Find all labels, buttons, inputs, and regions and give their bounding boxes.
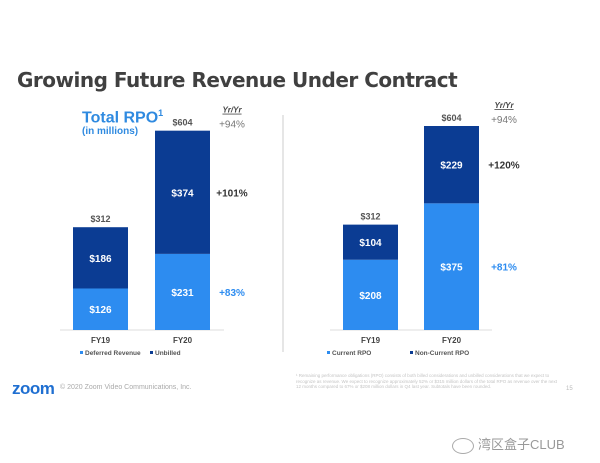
total-rpo-heading: Total RPO1 <box>82 108 163 127</box>
legend-swatch <box>327 351 330 354</box>
data-label: $126 <box>89 305 112 316</box>
heading-text: Total RPO <box>82 109 159 127</box>
bar-deferred-revenue-FY20 <box>155 253 210 330</box>
data-label: $208 <box>359 291 382 302</box>
yoy-header: Yr/Yr <box>222 106 242 115</box>
yoy-total: +94% <box>219 120 245 131</box>
data-label: $104 <box>359 238 382 249</box>
bar-current-rpo-FY20 <box>424 203 479 330</box>
legend-label: Unbilled <box>155 350 181 357</box>
copyright: © 2020 Zoom Video Communications, Inc. <box>60 384 192 391</box>
yoy-non-current-rpo: +120% <box>488 161 520 172</box>
watermark: 湾区盒子CLUB <box>452 434 565 454</box>
x-tick-label: FY20 <box>173 336 193 345</box>
legend-swatch <box>410 351 413 354</box>
units-label: (in millions) <box>82 126 139 137</box>
legend-swatch <box>150 351 153 354</box>
legend-swatch <box>80 351 83 354</box>
bar-non-current-rpo-FY20 <box>424 126 479 204</box>
legend-label: Non-Current RPO <box>415 350 469 357</box>
slide-title: Growing Future Revenue Under Contract <box>17 68 458 92</box>
bar-current-rpo-FY19 <box>343 259 398 330</box>
zoom-logo: zoom <box>12 379 55 398</box>
total-label: $604 <box>172 118 192 128</box>
bar-non-current-rpo-FY19 <box>343 224 398 260</box>
watermark-text: 湾区盒子CLUB <box>478 437 565 452</box>
footnote: ¹ Remaining performance obligations (RPO… <box>296 373 558 389</box>
yoy-deferred-revenue: +83% <box>219 288 245 299</box>
legend-label: Current RPO <box>332 350 371 357</box>
yoy-total: +94% <box>491 115 517 126</box>
bar-deferred-revenue-FY19 <box>73 288 128 330</box>
yoy-header: Yr/Yr <box>494 101 514 110</box>
total-label: $312 <box>90 214 110 224</box>
x-tick-label: FY19 <box>361 336 381 345</box>
page-number: 15 <box>566 386 573 392</box>
wechat-icon <box>452 437 474 454</box>
x-tick-label: FY19 <box>91 336 111 345</box>
legend-label: Deferred Revenue <box>85 350 141 357</box>
total-label: $312 <box>360 212 380 222</box>
yoy-current-rpo: +81% <box>491 263 517 274</box>
total-label: $604 <box>441 113 461 123</box>
data-label: $229 <box>440 161 463 172</box>
bar-unbilled-FY19 <box>73 227 128 289</box>
x-tick-label: FY20 <box>442 336 462 345</box>
footnote-marker: 1 <box>158 108 164 118</box>
data-label: $231 <box>171 288 194 299</box>
bar-unbilled-FY20 <box>155 130 210 254</box>
data-label: $186 <box>89 254 112 265</box>
data-label: $375 <box>440 263 463 274</box>
yoy-unbilled: +101% <box>216 188 248 199</box>
data-label: $374 <box>171 188 194 199</box>
